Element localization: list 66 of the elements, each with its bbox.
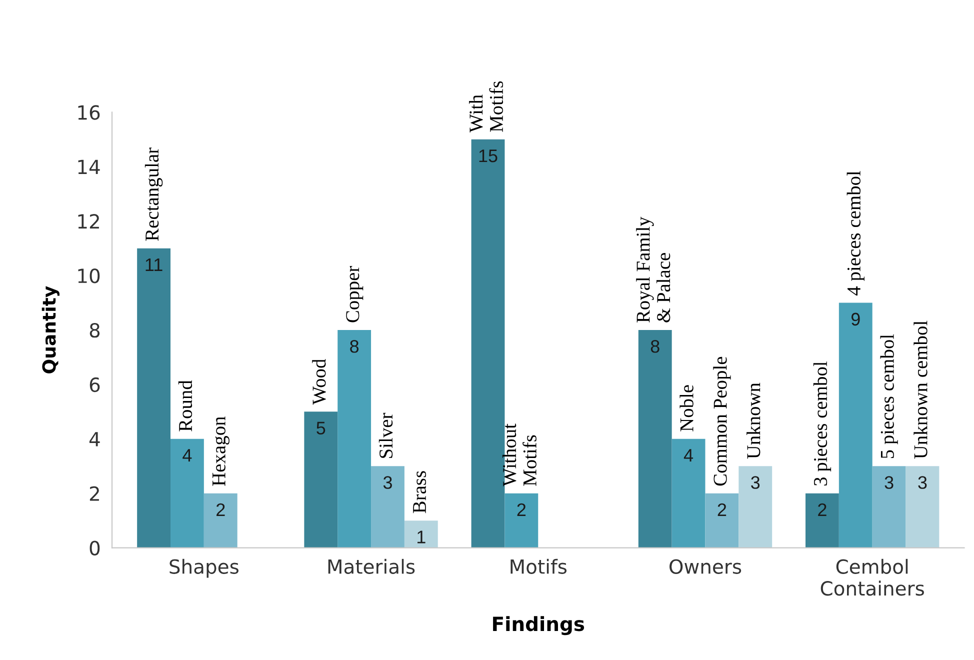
bar	[672, 438, 706, 548]
bar	[170, 438, 204, 548]
annotation: Common People	[713, 356, 731, 486]
data-label: 2	[517, 503, 526, 516]
annotation: With Motifs	[469, 81, 504, 132]
data-label: 4	[182, 449, 192, 462]
y-tick-label: 2	[90, 486, 99, 501]
annotation: Noble	[680, 385, 694, 432]
annotation: Royal Family & Palace	[636, 216, 670, 322]
y-tick-label: 14	[78, 160, 100, 174]
annotation: 3 pieces cembol	[813, 362, 832, 486]
data-label: 3	[918, 476, 927, 489]
y-tick-label: 8	[90, 322, 100, 338]
bar	[371, 466, 404, 548]
annotation: Wood	[312, 359, 326, 405]
data-label: 3	[383, 476, 392, 489]
y-tick-label: 4	[89, 432, 100, 446]
data-label: 15	[479, 150, 498, 162]
data-label: 8	[650, 340, 660, 353]
bar	[872, 466, 906, 548]
bar	[705, 493, 739, 548]
bar	[304, 412, 338, 548]
bar	[137, 248, 170, 548]
y-tick-label: 6	[90, 377, 100, 392]
data-label: 2	[718, 503, 726, 516]
annotation: Unknown cembol	[914, 320, 928, 459]
data-label: 4	[684, 449, 694, 462]
data-label: 11	[146, 258, 162, 271]
x-tick-label: Motifs	[510, 558, 567, 574]
bar	[504, 493, 538, 548]
x-axis-title: Findings	[493, 616, 584, 636]
y-axis-title: Quantity	[42, 286, 60, 374]
annotation: 4 pieces cembol	[846, 170, 864, 296]
x-tick-label: Materials	[328, 558, 415, 574]
bar	[338, 330, 372, 548]
annotation: Unknown	[746, 382, 760, 459]
data-label: 8	[350, 340, 359, 353]
annotation: 5 pieces cembol	[880, 334, 898, 458]
bar	[906, 466, 940, 548]
data-label: 2	[216, 503, 225, 516]
annotation: Round	[178, 380, 192, 432]
y-tick-label: 12	[78, 214, 99, 228]
data-label: 2	[818, 503, 826, 516]
bar	[806, 493, 839, 548]
annotation: Silver	[378, 412, 393, 458]
annotation: Rectangular	[144, 148, 163, 241]
data-label: 5	[316, 422, 326, 434]
bar	[738, 466, 772, 548]
data-label: 3	[884, 476, 894, 489]
data-label: 3	[751, 476, 760, 489]
x-tick-label: Cembol Containers	[820, 558, 924, 596]
bar	[638, 330, 672, 548]
annotation: Hexagon	[212, 416, 230, 486]
bar	[838, 302, 872, 548]
bar	[404, 520, 438, 548]
annotation: Without Motifs	[502, 424, 536, 486]
y-tick-label: 0	[90, 540, 100, 556]
data-label: 9	[851, 312, 860, 326]
bar	[204, 493, 238, 548]
y-tick-label: 16	[78, 105, 100, 120]
annotation: Copper	[346, 266, 364, 322]
x-tick-label: Shapes	[170, 558, 238, 578]
annotation: Brass	[413, 471, 426, 514]
x-tick-label: Owners	[670, 559, 742, 574]
data-label: 1	[418, 530, 426, 544]
y-tick-label: 10	[78, 268, 100, 284]
